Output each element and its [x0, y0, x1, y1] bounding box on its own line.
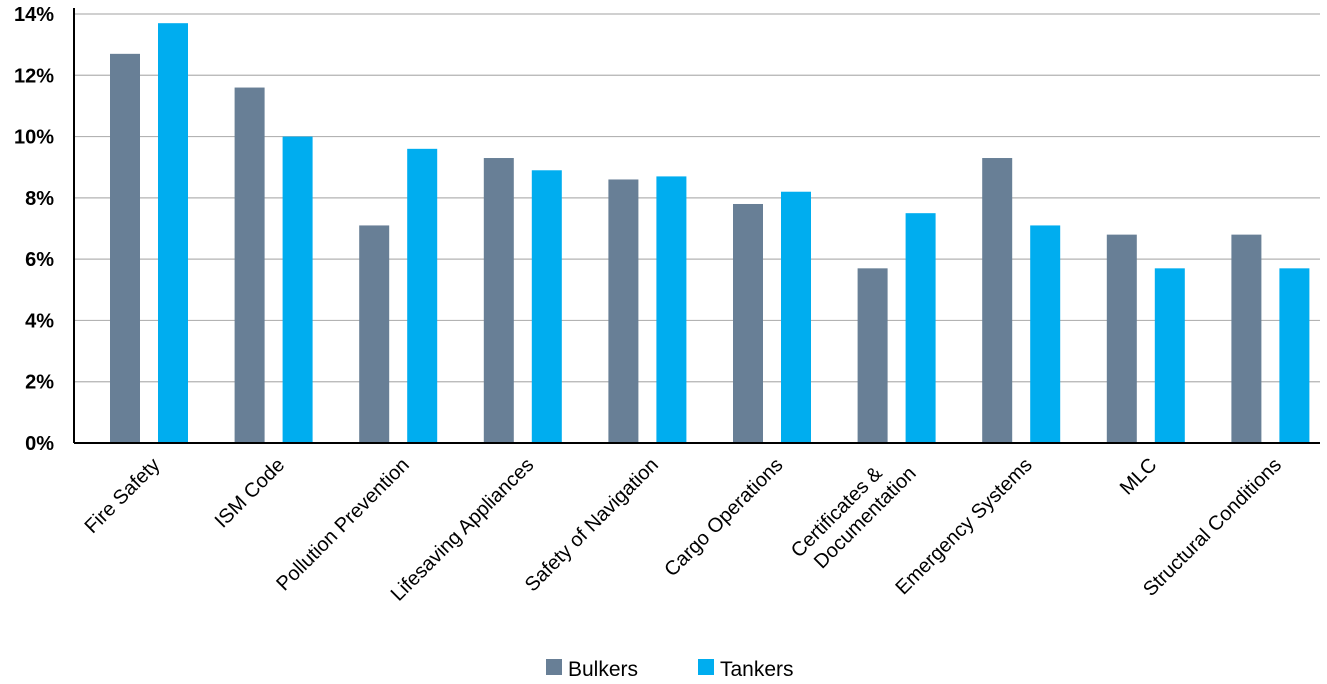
legend-label-bulkers: Bulkers: [568, 658, 638, 681]
y-tick-label: 14%: [14, 4, 54, 26]
bar-tankers-6: [905, 213, 936, 443]
bar-tankers-2: [407, 148, 438, 444]
x-tick-label: Fire Safety: [81, 454, 165, 538]
x-tick-label: Cargo Operations: [660, 454, 787, 581]
bar-tankers-9: [1279, 268, 1310, 443]
legend-label-tankers: Tankers: [720, 658, 794, 681]
bar-tankers-5: [781, 191, 811, 443]
x-tick-label: Pollution Prevention: [272, 454, 413, 595]
bar-tankers-8: [1154, 268, 1185, 443]
x-tick-label: MLC: [1116, 454, 1161, 499]
bar-bulkers-9: [1231, 234, 1262, 443]
x-tick-label: Safety of Navigation: [521, 454, 663, 596]
x-tick-label: Lifesaving Appliances: [387, 454, 539, 606]
bar-bulkers-5: [733, 203, 763, 443]
x-tick-label: ISM Code: [211, 454, 289, 532]
bar-bulkers-7: [982, 158, 1013, 443]
y-tick-label: 6%: [25, 249, 54, 271]
bar-tankers-7: [1030, 225, 1061, 443]
legend-swatch-bulkers: [546, 659, 562, 675]
y-tick-label: 8%: [25, 188, 54, 210]
bar-tankers-1: [282, 136, 313, 444]
bar-bulkers-1: [234, 87, 265, 444]
y-tick-label: 4%: [25, 310, 54, 332]
bar-bulkers-6: [857, 268, 888, 443]
gridlines: [74, 13, 1320, 383]
bar-tankers-0: [158, 23, 188, 443]
x-tick-label: Structural Conditions: [1139, 454, 1286, 601]
bar-bulkers-0: [110, 53, 140, 443]
bar-bulkers-4: [608, 179, 639, 443]
bar-bulkers-3: [483, 158, 514, 443]
bar-tankers-3: [531, 170, 562, 443]
bars: [110, 23, 1310, 444]
legend: Bulkers Tankers: [546, 658, 794, 681]
bar-tankers-4: [656, 176, 687, 443]
y-tick-label: 0%: [25, 433, 54, 455]
legend-swatch-tankers: [698, 659, 714, 675]
y-tick-label: 12%: [14, 65, 54, 87]
y-axis-ticks: 0% 2% 4% 6% 8% 10% 12% 14%: [14, 4, 54, 455]
x-tick-label: Certificates &Documentation: [787, 445, 921, 579]
bar-bulkers-2: [359, 225, 390, 443]
y-tick-label: 2%: [25, 372, 54, 394]
bar-bulkers-8: [1106, 234, 1137, 443]
y-tick-label: 10%: [14, 127, 54, 149]
